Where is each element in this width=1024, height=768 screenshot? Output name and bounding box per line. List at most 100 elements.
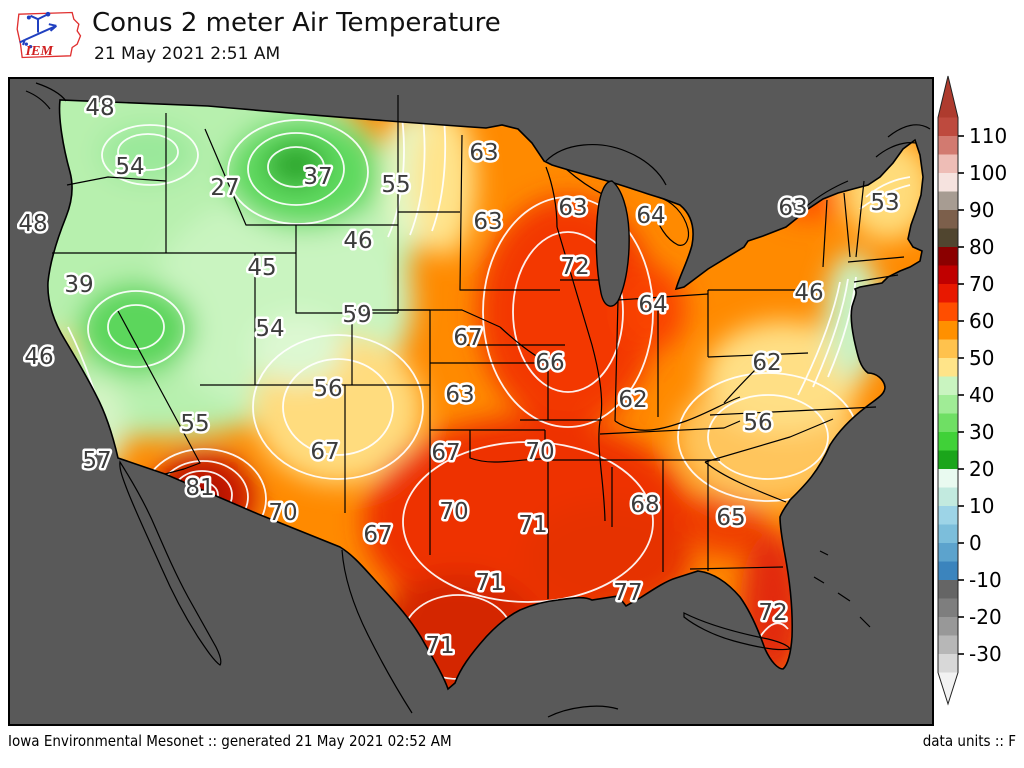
- colorbar-segment: [938, 598, 958, 618]
- temp-label-48: 48: [18, 211, 47, 237]
- colorbar-segment: [938, 154, 958, 174]
- map-frame: [8, 77, 934, 726]
- temp-label-62: 62: [752, 350, 781, 376]
- colorbar-segment: [938, 321, 958, 341]
- iowa-outline-icon: [16, 11, 82, 59]
- temp-label-67: 67: [363, 522, 392, 548]
- colorbar-tick-label: 30: [969, 420, 994, 444]
- colorbar-segment: [938, 191, 958, 211]
- conus-coastline: [47, 99, 924, 691]
- temp-label-46: 46: [794, 280, 823, 306]
- temp-label-67: 67: [431, 440, 460, 466]
- colorbar-segment: [938, 617, 958, 637]
- colorbar-tick-label: 0: [969, 531, 982, 555]
- colorbar-segment: [938, 524, 958, 544]
- colorbar-tick-label: 90: [969, 198, 994, 222]
- colorbar-segment: [938, 432, 958, 452]
- colorbar-tick-label: -10: [969, 568, 1002, 592]
- footer-attribution: Iowa Environmental Mesonet :: generated …: [8, 732, 452, 750]
- colorbar-segment: [938, 302, 958, 322]
- colorbar-segment: [938, 543, 958, 563]
- footer-units: data units :: F: [922, 732, 1016, 750]
- colorbar-segment: [938, 413, 958, 433]
- colorbar-segment: [938, 654, 958, 674]
- colorbar-tick-label: 80: [969, 235, 994, 259]
- colorbar-segment: [938, 173, 958, 193]
- temp-label-71: 71: [475, 570, 504, 596]
- colorbar-segment: [938, 635, 958, 655]
- lake-michigan: [595, 180, 630, 307]
- temp-label-71: 71: [518, 512, 547, 538]
- temp-label-53: 53: [870, 190, 899, 216]
- temp-label-63: 63: [445, 382, 474, 408]
- colorbar-segment: [938, 136, 958, 156]
- temp-label-63: 63: [558, 195, 587, 221]
- temp-label-64: 64: [638, 292, 667, 318]
- colorbar-segment: [938, 506, 958, 526]
- temp-label-37: 37: [303, 164, 332, 190]
- temp-label-67: 67: [453, 325, 482, 351]
- temp-label-46: 46: [24, 344, 53, 370]
- temp-label-62: 62: [618, 387, 647, 413]
- colorbar-tick-label: 70: [969, 272, 994, 296]
- vane-dots-icon: [24, 11, 51, 49]
- temp-label-27: 27: [210, 175, 239, 201]
- colorbar-tick-label: 60: [969, 309, 994, 333]
- logo-text: IEM: [25, 43, 54, 59]
- temp-label-65: 65: [716, 505, 745, 531]
- colorbar-tick-label: 110: [969, 124, 1007, 148]
- colorbar-segment: [938, 228, 958, 248]
- colorbar-tick-label: -30: [969, 642, 1002, 666]
- temp-label-70: 70: [439, 499, 468, 525]
- page-title: Conus 2 meter Air Temperature: [92, 8, 501, 38]
- colorbar-segment: [938, 117, 958, 137]
- temp-label-64: 64: [636, 203, 665, 229]
- colorbar-segment: [938, 580, 958, 600]
- colorbar-tick-label: 50: [969, 346, 994, 370]
- weather-vane-icon: [19, 14, 57, 46]
- temp-label-77: 77: [613, 580, 642, 606]
- colorbar-segment: [938, 284, 958, 304]
- temp-label-55: 55: [381, 172, 410, 198]
- colorbar-tick-label: 40: [969, 383, 994, 407]
- footer: Iowa Environmental Mesonet :: generated …: [0, 726, 1024, 768]
- temp-label-63: 63: [473, 209, 502, 235]
- temp-label-45: 45: [247, 255, 276, 281]
- temp-label-39: 39: [64, 272, 93, 298]
- colorbar-segment: [938, 487, 958, 507]
- temp-label-71: 71: [425, 633, 454, 659]
- colorbar-arrow-top: [938, 76, 958, 118]
- temp-label-63: 63: [469, 140, 498, 166]
- valid-timestamp: 21 May 2021 2:51 AM: [94, 44, 281, 64]
- temp-label-68: 68: [630, 492, 659, 518]
- temp-label-54: 54: [115, 154, 144, 180]
- colorbar-tick-label: 20: [969, 457, 994, 481]
- iem-logo: IEM: [16, 11, 82, 59]
- temp-label-70: 70: [525, 439, 554, 465]
- ocean-coast-decorations: [25, 82, 931, 718]
- temp-label-46: 46: [343, 228, 372, 254]
- temp-label-72: 72: [560, 254, 589, 280]
- colorbar-tick-label: 100: [969, 161, 1007, 185]
- colorbar-segment: [938, 265, 958, 285]
- colorbar-segment: [938, 395, 958, 415]
- temp-label-70: 70: [268, 500, 297, 526]
- colorbar-segment: [938, 339, 958, 359]
- header: IEM Conus 2 meter Air Temperature 21 May…: [0, 0, 1024, 70]
- temp-label-56: 56: [743, 410, 772, 436]
- temp-label-57: 57: [82, 448, 111, 474]
- temp-label-67: 67: [310, 439, 339, 465]
- colorbar-segment: [938, 450, 958, 470]
- colorbar-segment: [938, 210, 958, 230]
- colorbar-segment: [938, 358, 958, 378]
- colorbar-outline: [937, 75, 959, 706]
- colorbar-arrow-bottom: [938, 672, 958, 704]
- colorbar: 110 100 90 80 70 60 50 40 30 20 10 0 -10 -20 -30: [934, 70, 1024, 726]
- colorbar-tick-label: -20: [969, 605, 1002, 629]
- temperature-labels: 48 54 27 37 55 63 63 64 63 53 48 46 45 63 72 64 39 54 59 67…: [16, 93, 902, 662]
- temp-label-72: 72: [758, 600, 787, 626]
- temp-label-56: 56: [313, 376, 342, 402]
- colorbar-segment: [938, 247, 958, 267]
- temp-label-55: 55: [180, 411, 209, 437]
